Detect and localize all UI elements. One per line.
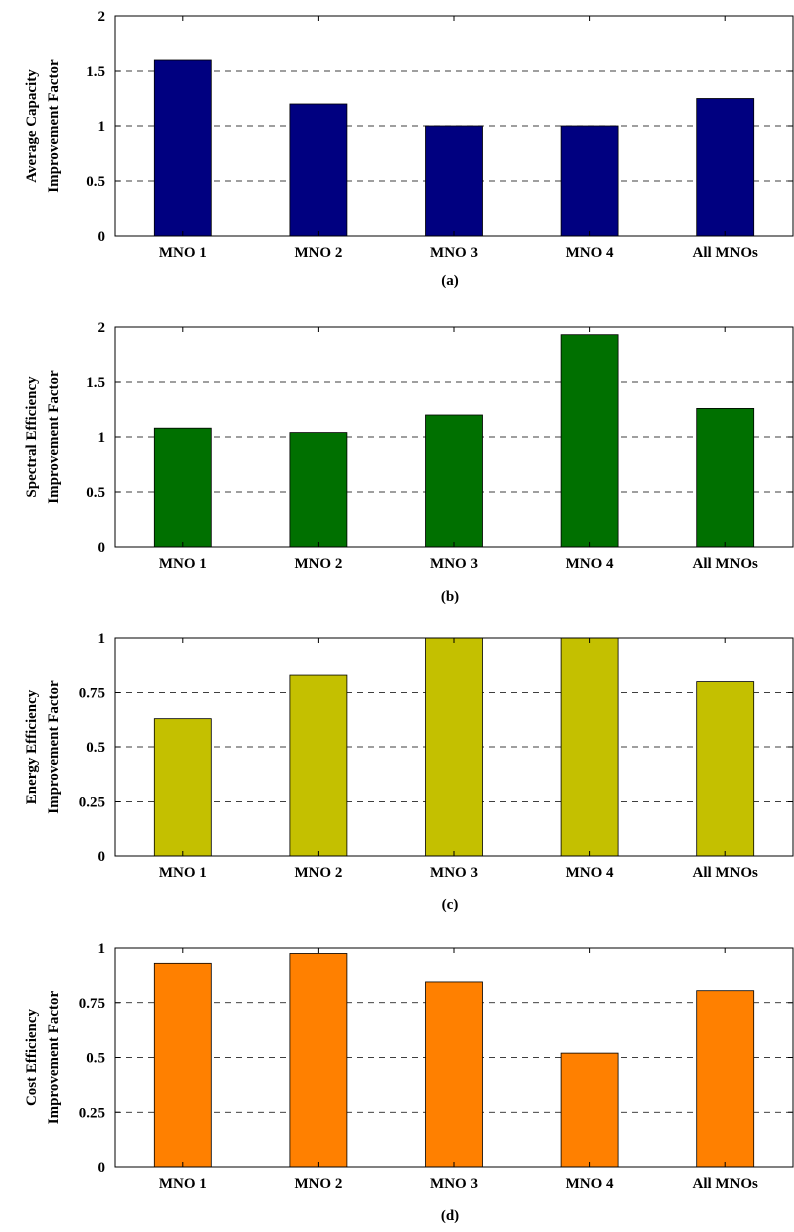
x-tick-label: MNO 3 [430, 245, 478, 261]
bar [289, 432, 348, 548]
bar [425, 125, 483, 237]
y-tick-label: 0.75 [79, 996, 105, 1012]
bar [289, 103, 348, 237]
y-axis-label: Improvement Factor [46, 680, 62, 814]
panel-caption: (d) [441, 1208, 459, 1224]
x-tick-label: MNO 2 [294, 245, 342, 261]
y-axis-label: Average Capacity [24, 69, 40, 183]
bar [560, 637, 619, 857]
y-tick-label: 1 [98, 941, 106, 957]
y-tick-label: 0.75 [79, 686, 105, 702]
y-tick-label: 2 [98, 320, 106, 336]
chart-panel: 0 0.5 1 1.5 2 MNO 1 MNO 2 MNO 3 MNO 4 All MNOs Spe… [24, 320, 794, 605]
y-tick-label: 0 [98, 849, 106, 865]
panel-caption: (a) [441, 273, 459, 289]
y-axis-label: Improvement Factor [46, 59, 62, 193]
x-tick-label: MNO 2 [294, 1176, 342, 1192]
y-tick-label: 1 [98, 631, 106, 647]
bar [560, 125, 619, 237]
bar [696, 990, 755, 1168]
bar [425, 981, 483, 1168]
bar [289, 674, 348, 857]
panel-caption: (b) [441, 589, 459, 605]
y-tick-label: 1 [98, 119, 106, 135]
bar [289, 953, 348, 1168]
x-tick-label: MNO 1 [159, 245, 207, 261]
y-tick-label: 0 [98, 540, 106, 556]
y-axis-label: Improvement Factor [46, 370, 62, 504]
x-tick-label: MNO 3 [430, 865, 478, 881]
bar [153, 427, 212, 548]
y-axis-label: Energy Efficiency [24, 689, 40, 804]
x-tick-label: MNO 1 [159, 865, 207, 881]
y-tick-label: 1.5 [86, 64, 105, 80]
chart-panel: 0 0.5 1 1.5 2 MNO 1 MNO 2 MNO 3 MNO 4 All MNOs Ave… [24, 9, 794, 289]
y-tick-label: 0.5 [86, 740, 105, 756]
y-tick-label: 0.25 [79, 795, 105, 811]
bar [425, 637, 483, 857]
bar [560, 334, 619, 548]
x-tick-label: MNO 1 [159, 556, 207, 572]
bar [425, 414, 483, 548]
x-tick-label: MNO 3 [430, 1176, 478, 1192]
x-tick-label: All MNOs [692, 1176, 758, 1192]
x-tick-label: MNO 2 [294, 865, 342, 881]
y-tick-label: 2 [98, 9, 106, 25]
bar [696, 407, 755, 548]
x-tick-label: MNO 2 [294, 556, 342, 572]
bar [560, 1052, 619, 1168]
chart-panel: 0 0.25 0.5 0.75 1 MNO 1 MNO 2 MNO 3 MNO 4 All MNO… [24, 631, 794, 913]
y-tick-label: 1 [98, 430, 106, 446]
x-tick-label: MNO 1 [159, 1176, 207, 1192]
x-tick-label: MNO 4 [566, 865, 614, 881]
bar [153, 962, 212, 1168]
y-axis-label: Improvement Factor [46, 990, 62, 1124]
y-tick-label: 0.25 [79, 1105, 105, 1121]
bar [153, 59, 212, 237]
y-tick-label: 0 [98, 1160, 106, 1176]
x-tick-label: All MNOs [692, 556, 758, 572]
chart-panel: 0 0.25 0.5 0.75 1 MNO 1 MNO 2 MNO 3 MNO 4 All MNO… [24, 941, 794, 1224]
panel-caption: (c) [442, 897, 459, 913]
x-tick-label: All MNOs [692, 865, 758, 881]
y-tick-label: 0 [98, 229, 106, 245]
bar [696, 681, 755, 857]
x-tick-label: MNO 4 [566, 556, 614, 572]
y-axis-label: Spectral Efficiency [24, 376, 40, 498]
y-tick-label: 0.5 [86, 485, 105, 501]
x-tick-label: All MNOs [692, 245, 758, 261]
x-tick-label: MNO 4 [566, 245, 614, 261]
x-tick-label: MNO 4 [566, 1176, 614, 1192]
y-tick-label: 0.5 [86, 1051, 105, 1067]
y-tick-label: 0.5 [86, 174, 105, 190]
y-tick-label: 1.5 [86, 375, 105, 391]
bar [696, 98, 755, 237]
y-axis-label: Cost Efficiency [24, 1008, 40, 1106]
bar [153, 718, 212, 857]
x-tick-label: MNO 3 [430, 556, 478, 572]
